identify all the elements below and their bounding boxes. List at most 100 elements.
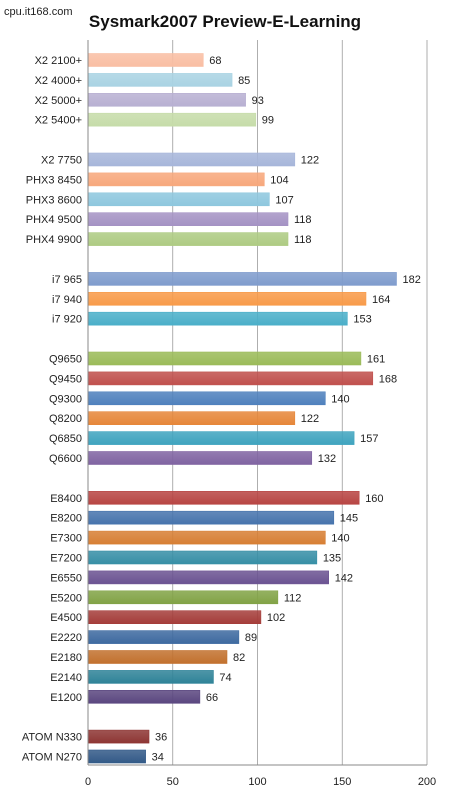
data-label: 93: [252, 95, 264, 107]
category-label: E1200: [50, 692, 82, 704]
bar: [87, 371, 374, 386]
bar: [87, 550, 318, 565]
data-label: 145: [340, 513, 358, 525]
data-label: 182: [402, 274, 420, 286]
data-label: 168: [379, 373, 397, 385]
x-tick-label: 150: [333, 776, 351, 788]
category-label: Q9450: [49, 373, 82, 385]
category-label: i7 940: [52, 294, 82, 306]
bar: [87, 431, 355, 445]
bar: [87, 351, 362, 366]
x-tick-label: 100: [248, 776, 266, 788]
bar: [87, 689, 201, 704]
category-label: E8400: [50, 493, 82, 505]
data-label: 99: [262, 115, 274, 127]
category-label: Q6600: [49, 453, 82, 465]
bar: [87, 510, 335, 525]
data-label: 153: [353, 314, 371, 326]
x-tick-label: 0: [85, 776, 91, 788]
data-label: 135: [323, 553, 341, 565]
data-label: 118: [294, 234, 312, 246]
data-label: 89: [245, 632, 257, 644]
bar: [87, 411, 296, 426]
bar: [87, 729, 150, 744]
bar: [87, 53, 204, 67]
bar: [87, 212, 289, 226]
data-label: 118: [294, 214, 312, 226]
category-label: i7 920: [52, 314, 82, 326]
data-label: 140: [331, 533, 349, 545]
category-label: ATOM N270: [22, 752, 82, 764]
bar: [87, 530, 326, 545]
bar: [87, 610, 262, 625]
data-label: 102: [267, 612, 285, 624]
category-label: PHX4 9500: [26, 214, 82, 226]
bar: [87, 391, 326, 406]
category-label: E2140: [50, 672, 82, 684]
bar: [87, 490, 360, 505]
bar: [87, 570, 329, 585]
category-label: PHX3 8450: [26, 174, 82, 186]
category-label: ATOM N330: [22, 732, 82, 744]
bar: [87, 451, 313, 465]
category-label: E2180: [50, 652, 82, 664]
data-label: 36: [155, 732, 167, 744]
data-label: 161: [367, 354, 385, 366]
category-label: E5200: [50, 592, 82, 604]
data-label: 142: [335, 572, 353, 584]
data-label: 112: [284, 592, 302, 604]
data-label: 74: [219, 672, 231, 684]
data-label: 68: [209, 55, 221, 67]
category-label: i7 965: [52, 274, 82, 286]
category-label: X2 5000+: [35, 95, 82, 107]
category-label: E6550: [50, 572, 82, 584]
data-label: 34: [152, 752, 164, 764]
category-label: E7200: [50, 553, 82, 565]
bars-layer: [87, 53, 397, 764]
data-label: 122: [301, 413, 319, 425]
category-label: PHX3 8600: [26, 194, 82, 206]
bar: [87, 93, 246, 107]
axis-layer: 0 50 100 150 200 X2 2100+ 68 X2 4000+ 85 X2 5000+…: [22, 40, 436, 788]
bar: [87, 590, 279, 605]
bar: [87, 272, 397, 286]
bar: [87, 670, 214, 684]
bar: [87, 650, 228, 664]
category-label: PHX4 9900: [26, 234, 82, 246]
bar: [87, 192, 270, 207]
watermark-text: cpu.it168.com: [4, 6, 73, 18]
data-label: 107: [275, 194, 293, 206]
bar: [87, 311, 348, 326]
category-label: Q9300: [49, 393, 82, 405]
category-label: Q9650: [49, 354, 82, 366]
data-label: 82: [233, 652, 245, 664]
bar: [87, 152, 296, 167]
category-label: Q6850: [49, 433, 82, 445]
bar: [87, 232, 289, 246]
bar: [87, 73, 233, 87]
data-label: 104: [270, 174, 288, 186]
data-label: 122: [301, 155, 319, 167]
category-label: Q8200: [49, 413, 82, 425]
category-label: E4500: [50, 612, 82, 624]
data-label: 85: [238, 75, 250, 87]
bar: [87, 749, 146, 764]
chart-title: Sysmark2007 Preview-E-Learning: [88, 12, 362, 31]
category-label: E2220: [50, 632, 82, 644]
data-label: 132: [318, 453, 336, 465]
category-label: E7300: [50, 533, 82, 545]
x-tick-label: 200: [418, 776, 436, 788]
bar: [87, 172, 265, 187]
bar: [87, 630, 240, 644]
data-label: 160: [365, 493, 383, 505]
bar: [87, 291, 367, 306]
data-label: 140: [331, 393, 349, 405]
data-label: 157: [360, 433, 378, 445]
category-label: X2 2100+: [35, 55, 82, 67]
data-label: 66: [206, 692, 218, 704]
bar: [87, 112, 257, 127]
category-label: X2 4000+: [35, 75, 82, 87]
category-label: X2 7750: [41, 155, 82, 167]
x-tick-label: 50: [167, 776, 179, 788]
